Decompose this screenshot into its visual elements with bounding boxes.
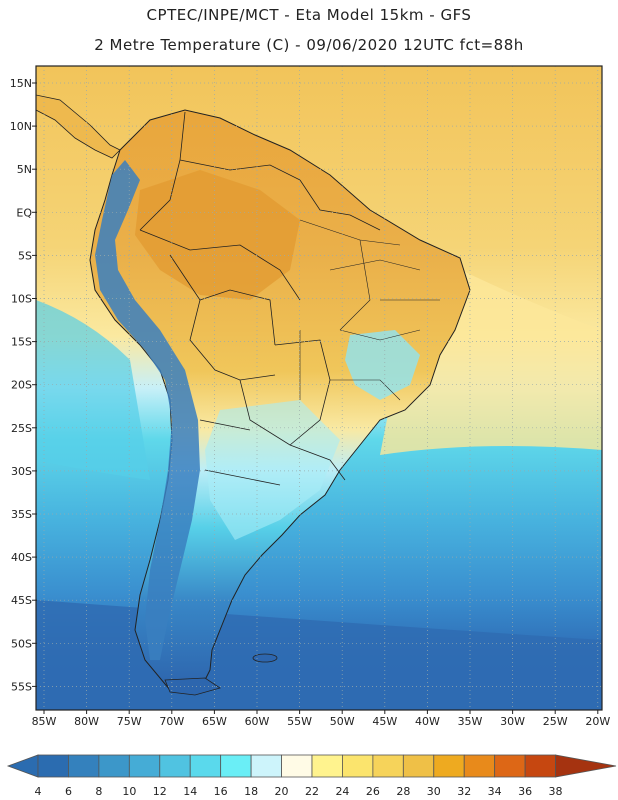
colorbar-swatch [37, 754, 69, 778]
colorbar-tick-label: 38 [549, 785, 563, 798]
country-borders [139, 111, 381, 486]
lon-label: 65W [202, 715, 227, 728]
colorbar-swatch [220, 754, 252, 778]
colorbar-tick-label: 30 [427, 785, 441, 798]
lon-label: 20W [585, 715, 610, 728]
colorbar-swatch [463, 754, 496, 778]
lat-label: 5S [18, 249, 32, 262]
colorbar-tick-label: 4 [35, 785, 42, 798]
lat-label: EQ [16, 206, 32, 219]
colorbar-swatch [311, 754, 343, 778]
lon-label: 85W [32, 715, 57, 728]
lat-label: 40S [11, 551, 32, 564]
lat-label: 30S [11, 465, 32, 478]
lon-label: 45W [372, 715, 397, 728]
longitude-labels: 85W 80W 75W 70W 65W 60W 55W 50W 45W 40W 35W 30W 25W 2… [32, 710, 610, 728]
colorbar-swatch [342, 754, 374, 778]
lon-label: 80W [74, 715, 99, 728]
title-line-1: CPTEC/INPE/MCT - Eta Model 15km - GFS [146, 6, 472, 24]
pacific-cool-band [36, 300, 150, 480]
andes-cold-strip [95, 160, 200, 660]
lon-label: 50W [330, 715, 355, 728]
colorbar-swatch [250, 754, 282, 778]
colorbar-tick-label: 26 [366, 785, 380, 798]
lat-label: 25S [11, 422, 32, 435]
colorbar-tick-label: 28 [396, 785, 410, 798]
colorbar-tick-label: 16 [214, 785, 228, 798]
colorbar-tick-label: 12 [153, 785, 167, 798]
lat-label: 35S [11, 508, 32, 521]
colorbar-tick-label: 36 [518, 785, 532, 798]
colorbar-tick-label: 10 [122, 785, 136, 798]
colorbar-swatch [372, 754, 404, 778]
graticule [36, 66, 602, 710]
lat-label: 15S [11, 336, 32, 349]
lon-label: 25W [543, 715, 568, 728]
colorbar-swatch [68, 754, 100, 778]
colorbar-tick-label: 20 [275, 785, 289, 798]
title-line-2: 2 Metre Temperature (C) - 09/06/2020 12U… [94, 36, 524, 54]
brazil-highlands-cool [345, 330, 420, 400]
lon-label: 55W [287, 715, 312, 728]
colorbar-tick-label: 34 [488, 785, 502, 798]
colorbar-swatch [159, 754, 191, 778]
lat-label: 5N [17, 163, 32, 176]
lat-label: 45S [11, 594, 32, 607]
lon-label: 75W [117, 715, 142, 728]
colorbar-left-arrow [6, 754, 39, 778]
lon-label: 70W [159, 715, 184, 728]
colorbar-tick-label: 24 [335, 785, 349, 798]
colorbar-tick-label: 8 [95, 785, 102, 798]
colorbar-tick-label: 14 [183, 785, 197, 798]
colorbar-swatch [98, 754, 130, 778]
lat-label: 10S [11, 293, 32, 306]
colorbar-swatch [494, 754, 526, 778]
lon-label: 60W [245, 715, 270, 728]
lat-label: 10N [10, 120, 32, 133]
colorbar-swatch [433, 754, 465, 778]
amazon-hot-core [135, 170, 300, 300]
colorbar: 4 6 8 10 12 14 16 18 20 22 24 26 28 30 32 34 36 38 [6, 754, 617, 798]
colorbar-swatch [402, 754, 435, 778]
colorbar-tick-label: 6 [65, 785, 72, 798]
colorbar-swatch [189, 754, 222, 778]
colorbar-tick-label: 18 [244, 785, 258, 798]
map-frame [35, 65, 603, 711]
lat-label: 20S [11, 379, 32, 392]
colorbar-swatch [524, 754, 556, 778]
colorbar-swatch [281, 754, 313, 778]
lat-label: 15N [10, 77, 32, 90]
colorbar-swatch [128, 754, 161, 778]
colorbar-right-arrow [555, 754, 617, 778]
colorbar-tick-label: 32 [457, 785, 471, 798]
southern-cone-cool [205, 400, 340, 540]
lat-label: 50S [11, 637, 32, 650]
colorbar-tick-label: 22 [305, 785, 319, 798]
lon-label: 35W [458, 715, 483, 728]
latitude-labels: 15N 10N 5N EQ 5S 10S 15S 20S 25S 30S 35S 40S 45S 50S 5… [10, 77, 37, 693]
falkland-islands [252, 653, 278, 663]
lon-label: 40W [415, 715, 440, 728]
central-america [36, 94, 121, 159]
lat-label: 55S [11, 680, 32, 693]
lon-label: 30W [500, 715, 525, 728]
